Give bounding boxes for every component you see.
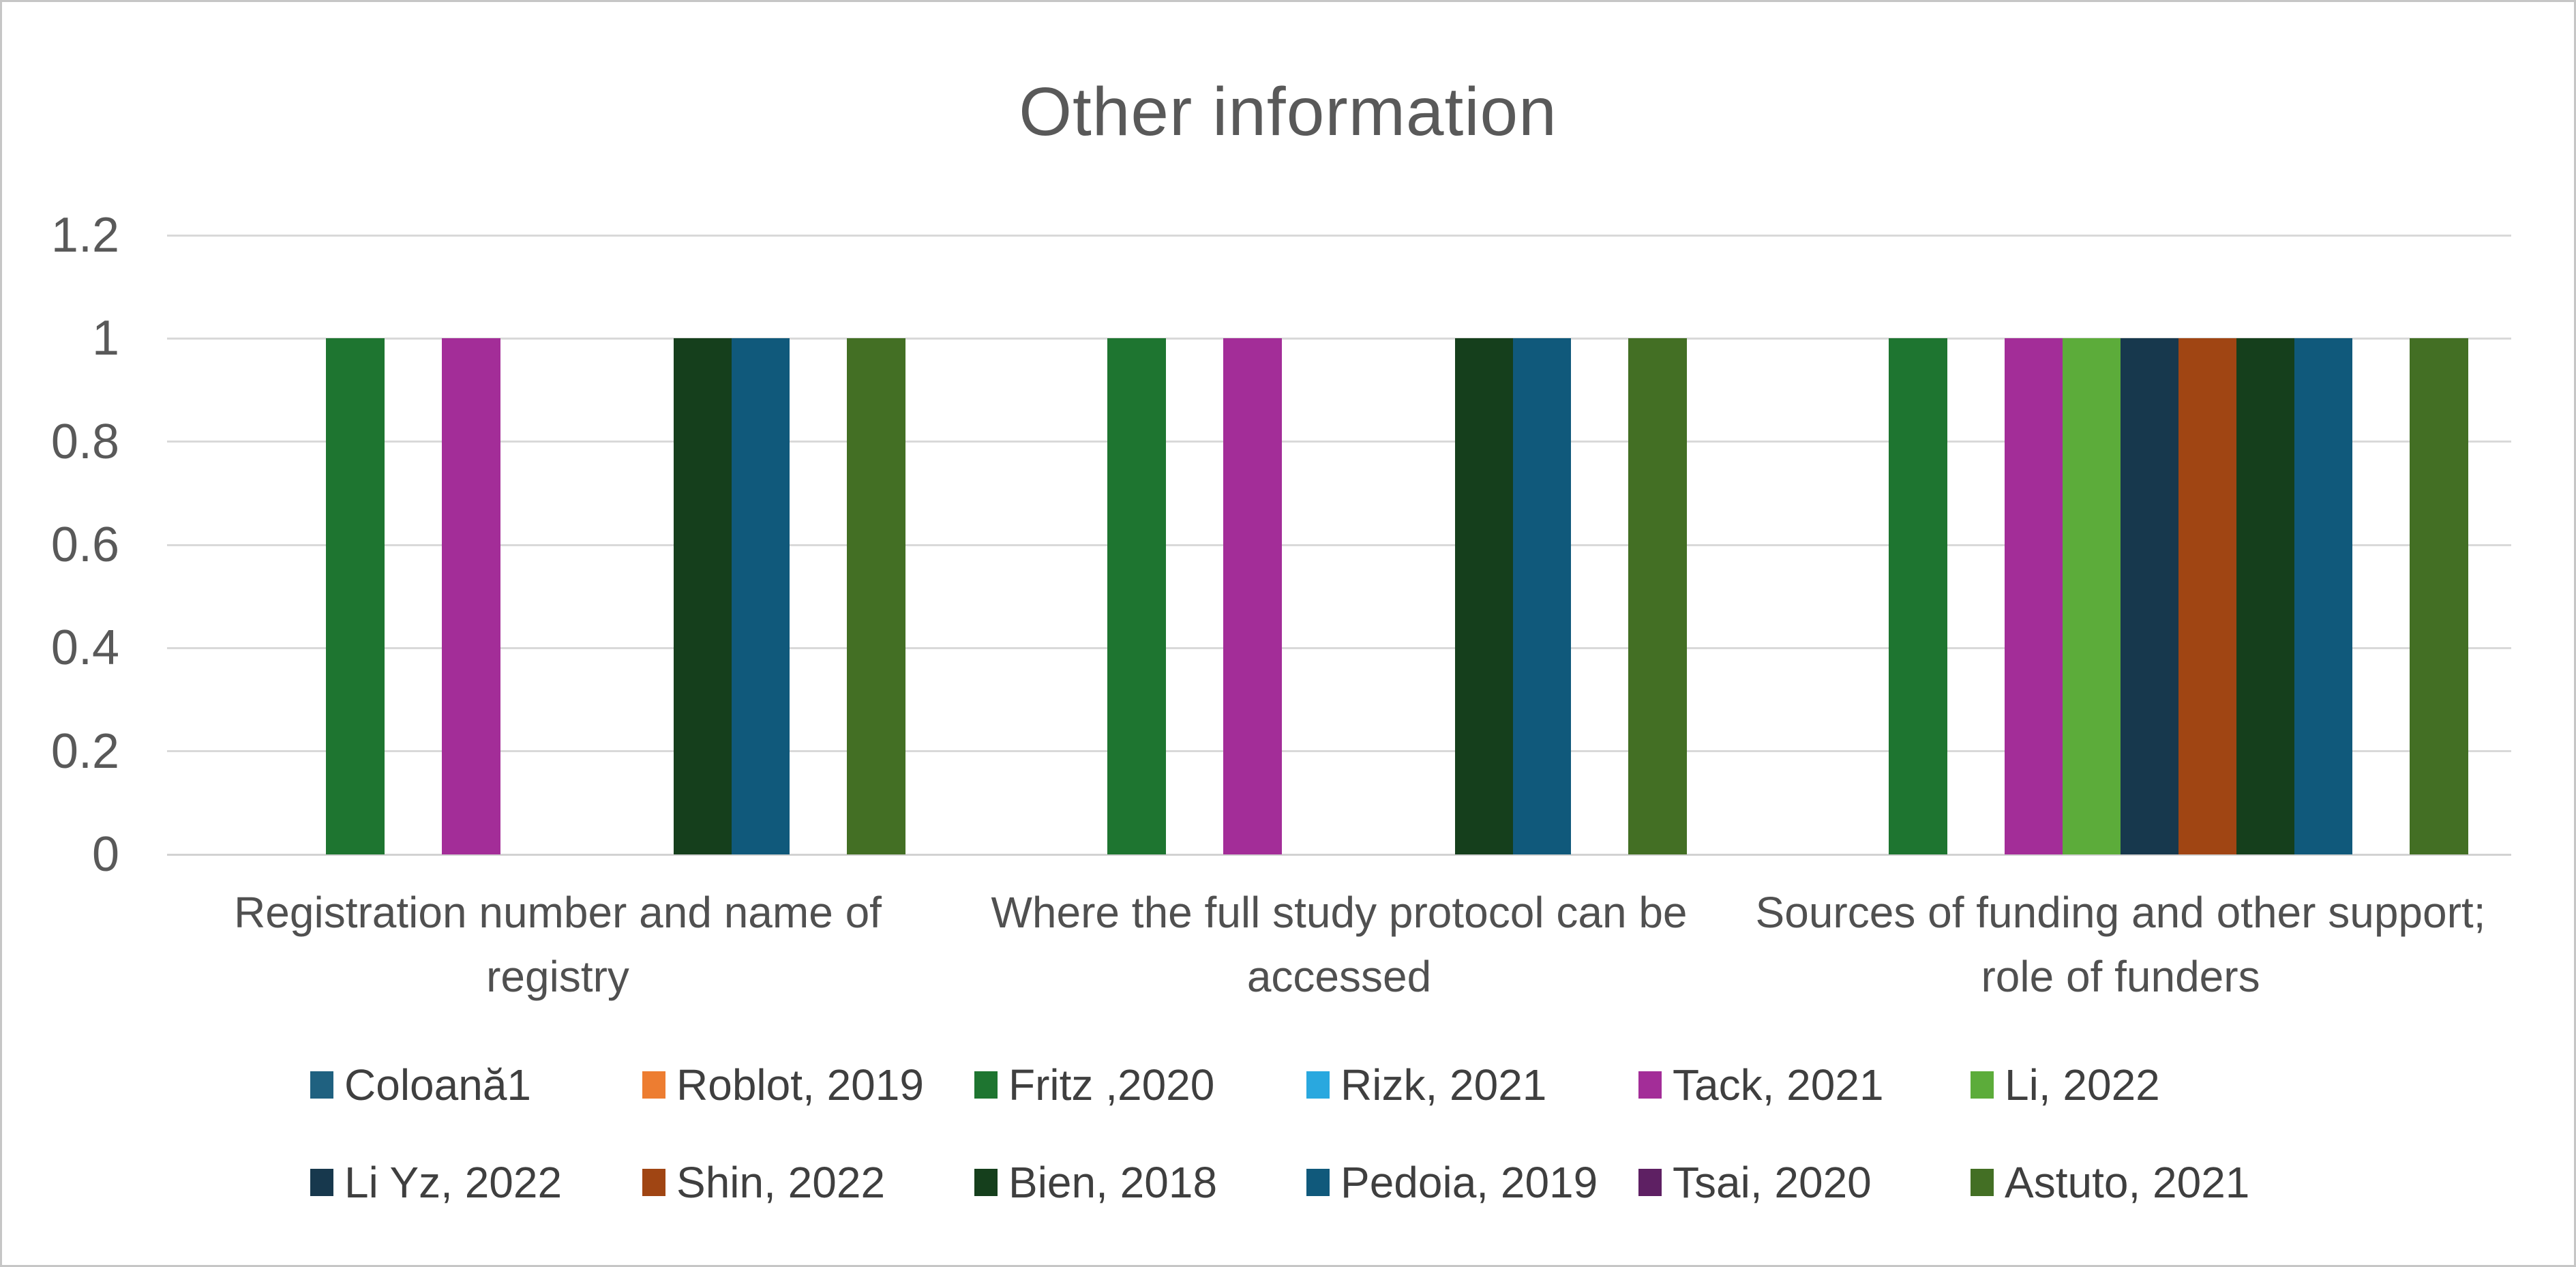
legend-swatch-coloan-1	[310, 1071, 333, 1099]
legend-swatch-fritz-2020	[974, 1071, 998, 1099]
category-label-line: registry	[486, 952, 629, 1001]
bar-astuto-2021-category-3	[2410, 338, 2468, 854]
bar-pedoia-2019-category-2	[1512, 338, 1572, 854]
category-label-line: accessed	[1246, 952, 1432, 1001]
bar-li-yz-2022-category-3	[2121, 338, 2179, 854]
legend-swatch-pedoia-2019	[1306, 1169, 1330, 1196]
gridline	[167, 441, 2511, 443]
bar-bien-2018-category-3	[2236, 338, 2295, 854]
legend-item-li-2022: Li, 2022	[1971, 1060, 2160, 1109]
category-label-2: Where the full study protocol can be acce…	[948, 880, 1730, 1009]
legend-label: Shin, 2022	[676, 1158, 886, 1207]
chart-title: Other information	[1019, 74, 1557, 150]
gridline	[167, 543, 2511, 546]
category-label-line: Registration number and name of	[234, 888, 882, 937]
bar-tack-2021-category-1	[442, 338, 500, 854]
legend-label: Li, 2022	[2005, 1060, 2160, 1109]
bar-pedoia-2019-category-3	[2294, 338, 2353, 854]
legend-swatch-rizk-2021	[1306, 1071, 1330, 1099]
gridline	[167, 234, 2511, 237]
legend-item-tsai-2020: Tsai, 2020	[1638, 1158, 1872, 1207]
category-label-line: Where the full study protocol can be	[991, 888, 1688, 937]
legend-label: Coloană1	[344, 1060, 531, 1109]
category-label-line: Sources of funding and other support;	[1755, 888, 2486, 937]
legend-swatch-tack-2021	[1638, 1071, 1662, 1099]
x-axis-line	[167, 853, 2511, 856]
bar-tack-2021-category-3	[2005, 338, 2063, 854]
bar-shin-2022-category-3	[2178, 338, 2237, 854]
gridline	[167, 646, 2511, 649]
gridline	[167, 337, 2511, 340]
legend-swatch-bien-2018	[974, 1169, 998, 1196]
gridline	[167, 750, 2511, 753]
bar-li-2022-category-3	[2063, 338, 2121, 854]
y-tick-label: 0.8	[50, 414, 119, 469]
legend-item-tack-2021: Tack, 2021	[1638, 1060, 1884, 1109]
bar-tack-2021-category-2	[1223, 338, 1282, 854]
legend-label: Roblot, 2019	[676, 1060, 924, 1109]
legend-swatch-li-2022	[1971, 1071, 1994, 1099]
y-tick-label: 1.2	[50, 208, 119, 263]
legend-swatch-shin-2022	[642, 1169, 665, 1196]
legend-item-li-yz-2022: Li Yz, 2022	[310, 1158, 562, 1207]
legend-label: Astuto, 2021	[2005, 1158, 2250, 1207]
legend-swatch-roblot-2019	[642, 1071, 665, 1099]
y-tick-label: 1	[91, 311, 119, 366]
legend-swatch-tsai-2020	[1638, 1169, 1662, 1196]
legend-item-rizk-2021: Rizk, 2021	[1306, 1060, 1547, 1109]
legend-label: Bien, 2018	[1008, 1158, 1218, 1207]
y-tick-label: 0.2	[50, 724, 119, 779]
legend-label: Tsai, 2020	[1673, 1158, 1872, 1207]
category-label-1: Registration number and name of registry	[167, 880, 948, 1009]
bar-astuto-2021-category-2	[1628, 338, 1687, 854]
bar-fritz-2020-category-2	[1107, 338, 1166, 854]
legend-item-bien-2018: Bien, 2018	[974, 1158, 1217, 1207]
bar-fritz-2020-category-1	[326, 338, 385, 854]
bar-astuto-2021-category-1	[847, 338, 905, 854]
legend-swatch-li-yz-2022	[310, 1169, 333, 1196]
legend-label: Fritz ,2020	[1008, 1060, 1215, 1109]
legend-item-roblot-2019: Roblot, 2019	[642, 1060, 924, 1109]
legend-item-pedoia-2019: Pedoia, 2019	[1306, 1158, 1598, 1207]
bar-fritz-2020-category-3	[1889, 338, 1947, 854]
category-label-3: Sources of funding and other support; rol…	[1730, 880, 2511, 1009]
legend-item-astuto-2021: Astuto, 2021	[1971, 1158, 2249, 1207]
category-label-line: role of funders	[1981, 952, 2260, 1001]
legend-item-shin-2022: Shin, 2022	[642, 1158, 885, 1207]
legend-label: Tack, 2021	[1673, 1060, 1884, 1109]
legend-swatch-astuto-2021	[1971, 1169, 1994, 1196]
legend-item-coloan-1: Coloană1	[310, 1060, 531, 1109]
y-tick-label: 0.4	[50, 621, 119, 676]
bar-pedoia-2019-category-1	[731, 338, 790, 854]
y-tick-label: 0	[91, 827, 119, 882]
bar-bien-2018-category-2	[1454, 338, 1514, 854]
y-tick-label: 0.6	[50, 518, 119, 572]
legend-item-fritz-2020: Fritz ,2020	[974, 1060, 1215, 1109]
legend-label: Li Yz, 2022	[344, 1158, 563, 1207]
legend-label: Rizk, 2021	[1341, 1060, 1547, 1109]
bar-bien-2018-category-1	[673, 338, 732, 854]
legend-label: Pedoia, 2019	[1341, 1158, 1598, 1207]
